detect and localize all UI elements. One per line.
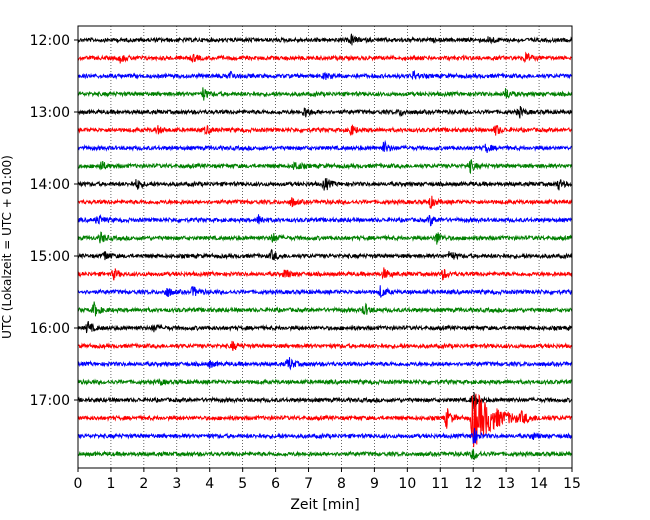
x-tick-label: 3 [172,476,181,492]
x-axis-label: Zeit [min] [290,497,359,513]
x-tick-label: 15 [563,476,581,492]
y-axis-label: UTC (Lokalzeit = UTC + 01:00) [0,155,14,339]
trace-row-1545 [77,301,573,317]
trace-row-1515 [77,267,573,281]
x-tick-label: 10 [398,476,416,492]
x-tick-label: 2 [139,476,148,492]
trace-row-1315 [77,124,573,137]
trace-row-1730 [77,427,573,444]
x-tick-label: 7 [304,476,313,492]
trace-row-1245 [77,87,573,101]
trace-row-1200 [77,33,573,46]
x-axis-ticks: 0 1 2 3 4 5 6 7 8 9 10 11 12 13 14 15 [74,468,581,492]
trace-row-1215 [77,51,573,64]
trace-row-1330 [77,139,573,154]
trace-row-1530 [77,285,573,298]
seismic-traces [77,33,573,461]
trace-row-1715 [77,393,573,448]
x-tick-label: 5 [238,476,247,492]
trace-row-1345 [77,159,573,175]
y-tick-label: 14:00 [30,177,70,193]
y-tick-label: 15:00 [30,249,70,265]
trace-row-1600 [77,321,573,334]
x-tick-label: 4 [205,476,214,492]
trace-row-1615 [77,340,573,351]
y-tick-label: 12:00 [30,33,70,49]
x-tick-label: 13 [497,476,515,492]
y-tick-label: 17:00 [30,393,70,409]
y-tick-label: 16:00 [30,321,70,337]
x-tick-label: 0 [74,476,83,492]
x-tick-label: 6 [271,476,280,492]
trace-row-1645 [77,377,573,386]
trace-row-1400 [77,178,573,191]
x-tick-label: 11 [431,476,449,492]
trace-row-1500 [77,248,573,261]
x-tick-label: 12 [464,476,482,492]
trace-row-1745 [77,448,573,461]
trace-row-1300 [77,106,573,119]
trace-row-1700 [77,392,573,410]
x-tick-label: 8 [337,476,346,492]
y-axis-ticks: 12:00 13:00 14:00 15:00 16:00 17:00 [30,33,78,409]
trace-row-1430 [77,213,573,227]
x-tick-label: 1 [106,476,115,492]
trace-row-1415 [77,195,573,209]
trace-row-1445 [77,231,573,245]
x-tick-label: 9 [370,476,379,492]
plot-frame [77,25,573,469]
trace-row-1230 [77,69,573,81]
trace-row-1630 [77,357,573,371]
x-tick-label: 14 [530,476,548,492]
y-tick-label: 13:00 [30,105,70,121]
